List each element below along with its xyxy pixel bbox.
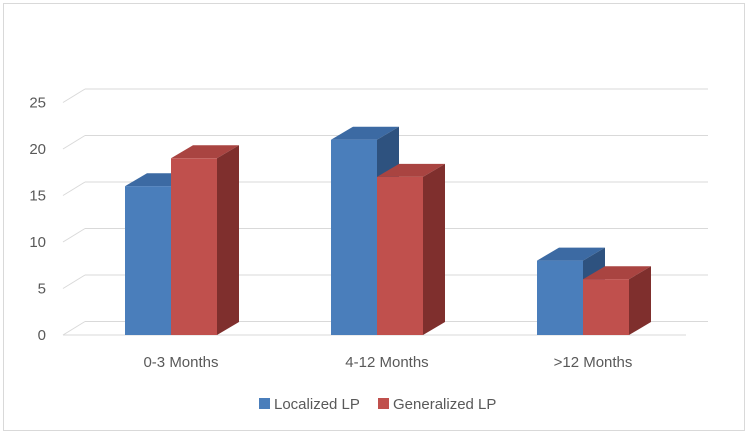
y-tick-label: 25 xyxy=(29,95,46,112)
bar-front-face xyxy=(537,260,583,335)
bars xyxy=(125,126,651,335)
bar-generalized xyxy=(583,266,651,335)
bar-front-face xyxy=(377,176,423,335)
gridline-diagonal xyxy=(62,228,86,243)
legend-swatch-generalized xyxy=(378,398,389,409)
x-category-label: 0-3 Months xyxy=(143,354,218,371)
bar-top-face xyxy=(583,266,651,280)
bar-top-face xyxy=(537,247,605,261)
y-tick-label: 10 xyxy=(29,234,46,251)
bar-top-face xyxy=(331,126,399,140)
bar-generalized xyxy=(377,163,445,335)
y-tick-label: 20 xyxy=(29,141,46,158)
gridline-diagonal xyxy=(62,181,86,196)
gridline-diagonal xyxy=(62,321,86,336)
y-tick-label: 0 xyxy=(38,327,46,344)
bar-top-face xyxy=(377,163,445,177)
y-axis-ticks: 0 5 10 15 20 25 xyxy=(29,95,46,345)
x-category-label: 4-12 Months xyxy=(345,354,428,371)
bar-front-face xyxy=(583,279,629,335)
y-tick-label: 15 xyxy=(29,188,46,205)
y-tick-label: 5 xyxy=(38,281,46,298)
bar-side-face xyxy=(217,145,239,335)
bar-top-face xyxy=(171,145,239,159)
bar-front-face xyxy=(331,139,377,335)
gridline-diagonal xyxy=(62,274,86,289)
gridline-diagonal xyxy=(62,88,86,103)
legend-label-generalized: Generalized LP xyxy=(393,396,496,413)
x-category-label: >12 Months xyxy=(554,354,633,371)
legend-swatch-localized xyxy=(259,398,270,409)
bar-side-face xyxy=(423,163,445,335)
bar-front-face xyxy=(171,158,217,335)
x-axis-labels: 0-3 Months 4-12 Months >12 Months xyxy=(143,354,632,371)
gridline-diagonal xyxy=(62,135,86,150)
legend: Localized LP Generalized LP xyxy=(259,396,496,413)
legend-label-localized: Localized LP xyxy=(274,396,360,413)
bar-side-face xyxy=(629,266,651,335)
bar-generalized xyxy=(171,145,239,335)
bar-front-face xyxy=(125,186,171,335)
